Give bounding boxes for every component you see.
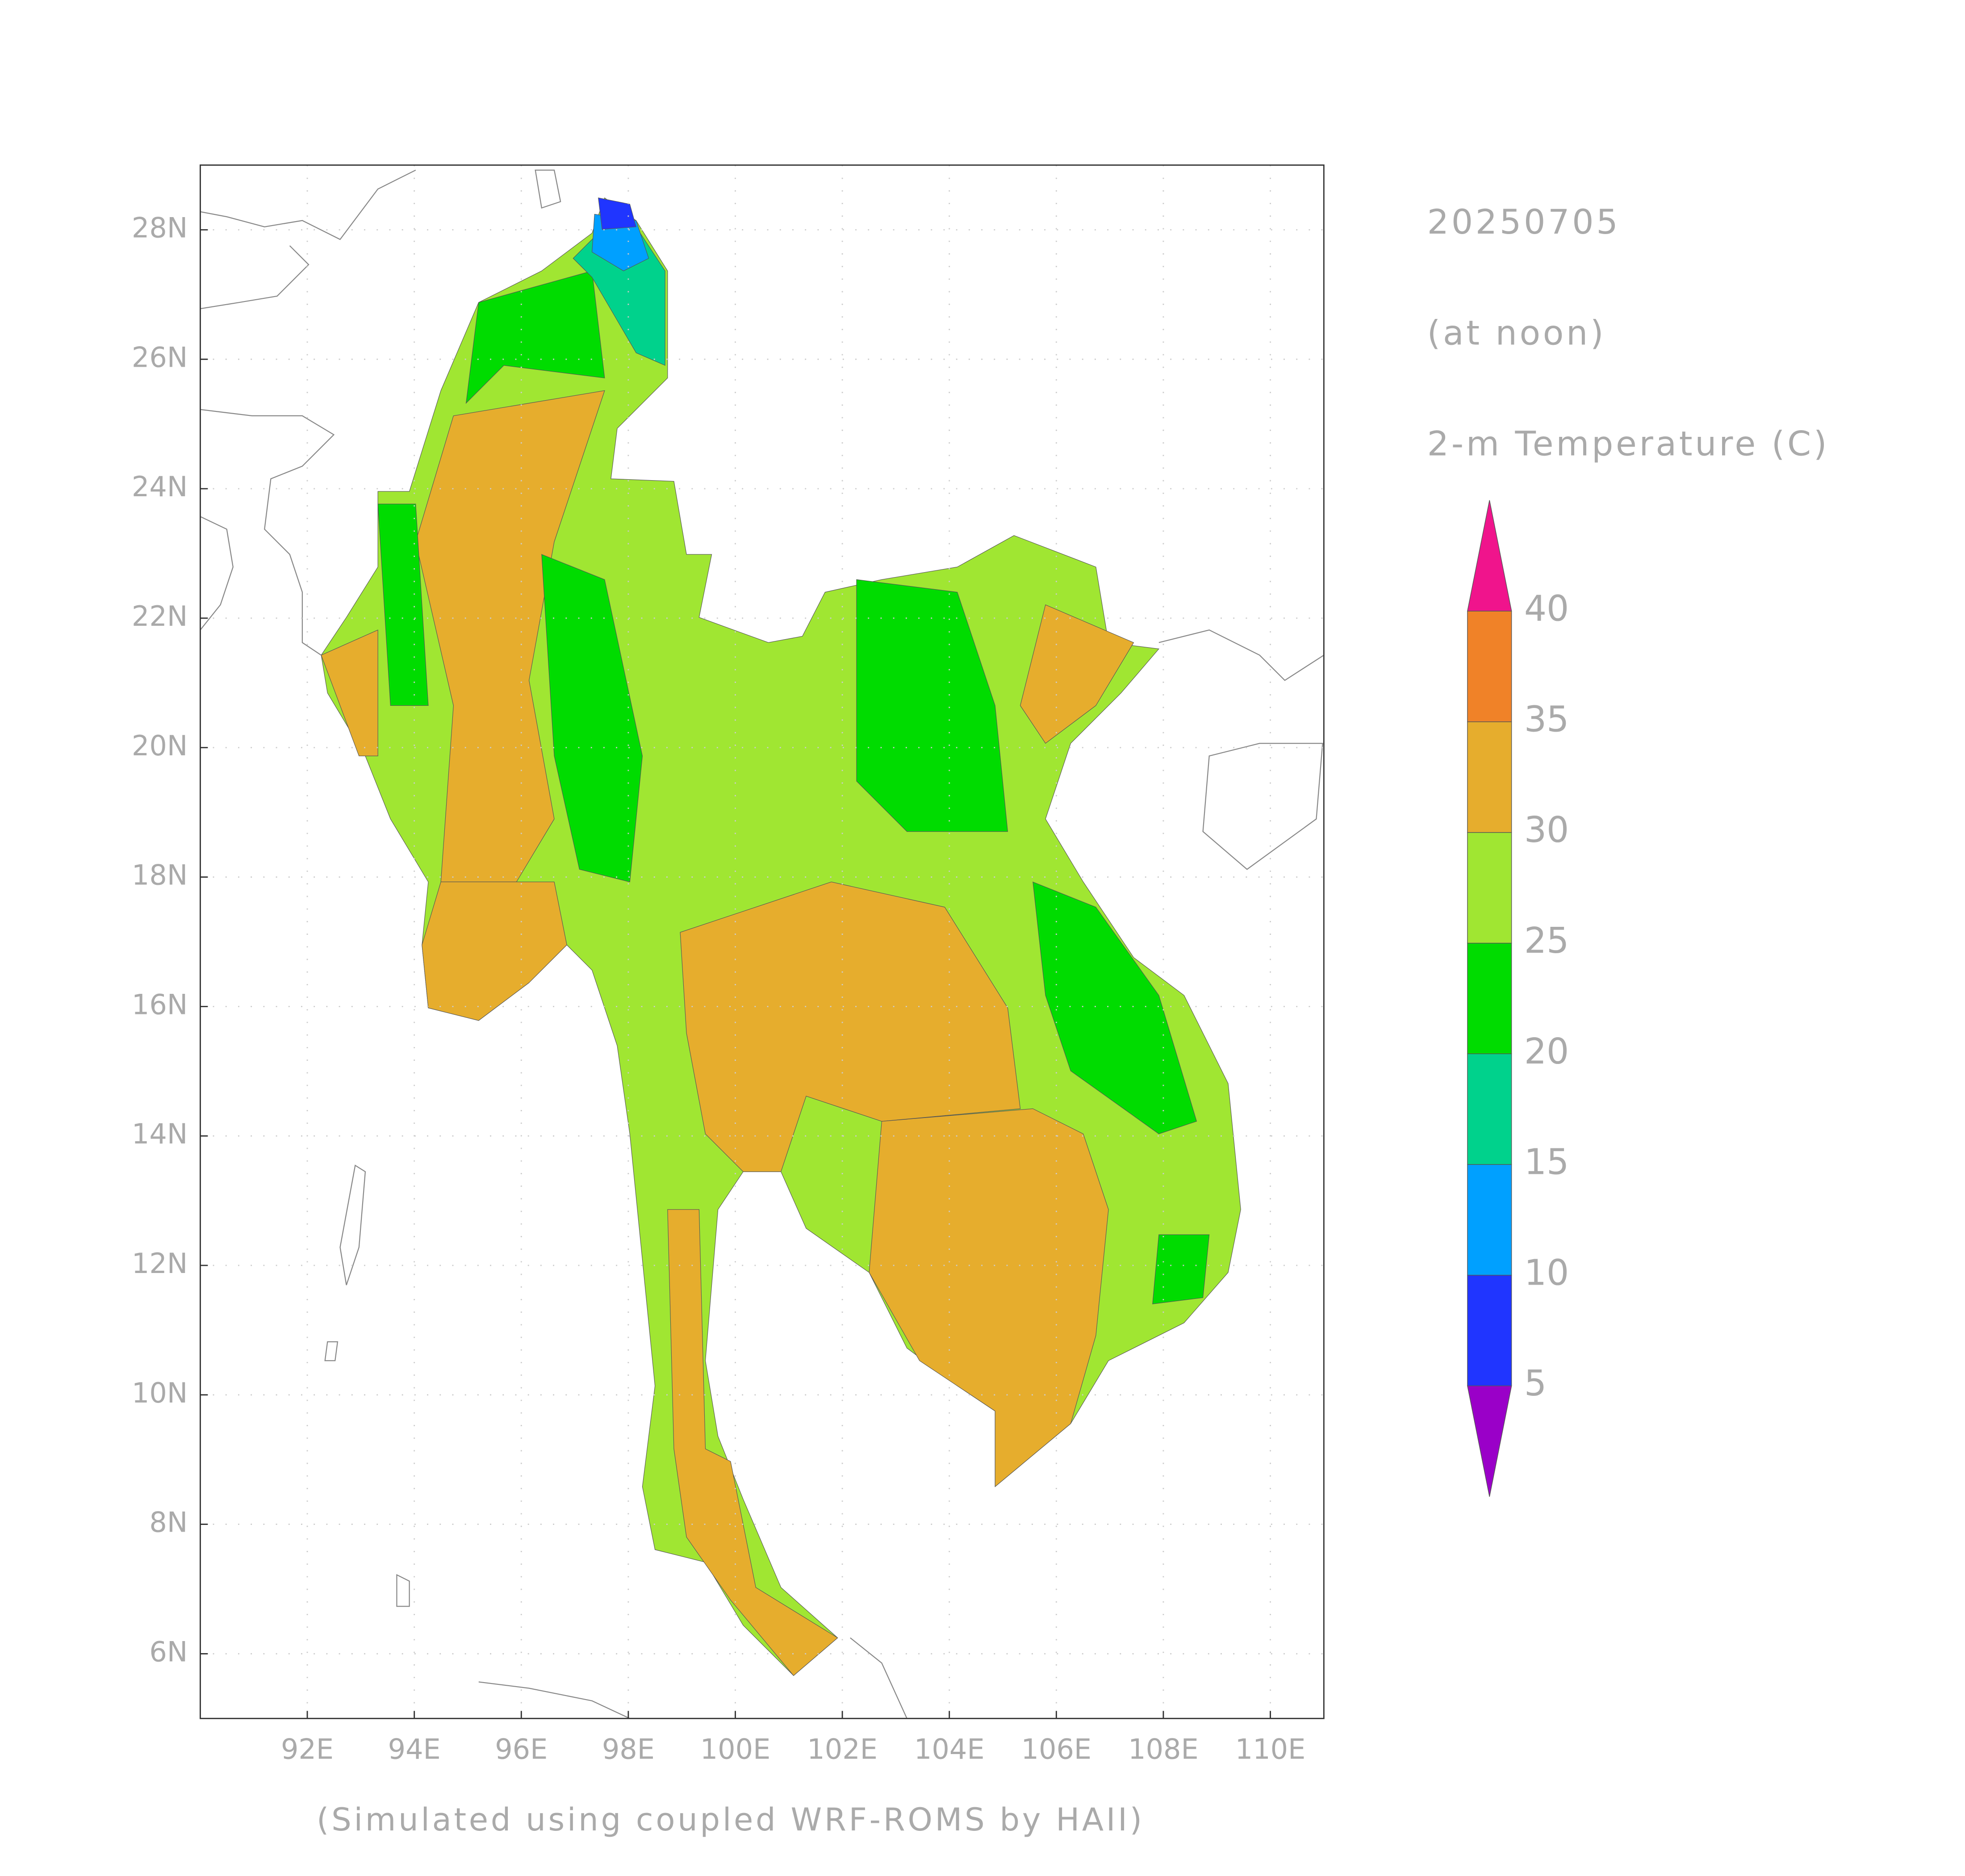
colorbar-label: 20 (1524, 1031, 1569, 1072)
temperature-region (680, 881, 1021, 1172)
axes: 92E 94E 96E 98E 100E 102E 104E 106E 108E 110E 6N 8N… (132, 212, 1305, 1766)
y-tick-label: 10N (132, 1377, 188, 1409)
y-tick-label: 8N (149, 1506, 188, 1539)
land (321, 197, 1241, 1676)
coastline (200, 245, 309, 310)
y-tick-label: 18N (132, 859, 188, 892)
y-tick-label: 20N (132, 729, 188, 762)
colorbar-label: 35 (1524, 699, 1569, 740)
date-label: 20250705 (1427, 202, 1621, 242)
colorbar-segment (1467, 611, 1512, 722)
footnote: (Simulated using coupled WRF-ROMS by HAI… (317, 1801, 1145, 1838)
temperature-region (415, 390, 605, 883)
y-tick-label: 16N (132, 988, 188, 1021)
y-tick-label: 14N (132, 1118, 188, 1150)
x-tick-label: 104E (914, 1733, 985, 1766)
temperature-region (598, 197, 637, 230)
colorbar-label: 40 (1524, 588, 1569, 629)
y-tick-label: 22N (132, 600, 188, 632)
coastlines (200, 169, 1324, 1719)
colorbar: 5 10 15 20 25 30 35 40 (1467, 500, 1569, 1497)
x-tick-label: 98E (602, 1733, 655, 1766)
x-tick-label: 94E (388, 1733, 441, 1766)
temperature-region (465, 270, 605, 404)
island (1202, 743, 1323, 870)
island (324, 1341, 339, 1361)
temperature-region (377, 503, 429, 706)
colorbar-segment (1467, 1275, 1512, 1386)
temperature-region (1152, 1234, 1210, 1305)
y-tick-label: 26N (132, 341, 188, 373)
coastline (200, 516, 234, 631)
temperature-region (667, 1209, 838, 1676)
colorbar-segment (1467, 942, 1512, 1054)
island (339, 1164, 366, 1286)
temperature-region (541, 554, 643, 883)
island (535, 169, 561, 209)
y-tick-label: 6N (149, 1635, 188, 1668)
colorbar-label: 5 (1524, 1363, 1547, 1404)
colorbar-label: 25 (1524, 920, 1569, 961)
map-frame (200, 164, 1325, 1719)
colorbar-segment (1467, 1053, 1512, 1165)
colorbar-segment (1467, 832, 1512, 944)
x-tick-label: 100E (700, 1733, 771, 1766)
temperature-region (856, 579, 1008, 832)
x-tick-label: 110E (1235, 1733, 1306, 1766)
coastline (200, 169, 416, 240)
time-label: (at noon) (1427, 313, 1606, 352)
y-tick-label: 28N (132, 212, 188, 244)
x-tick-label: 106E (1021, 1733, 1092, 1766)
coastline (850, 1637, 907, 1719)
temperature-region (1020, 604, 1134, 744)
colorbar-extend-low (1467, 1385, 1512, 1497)
colorbar-extend-high (1467, 500, 1512, 611)
temperature-region (422, 881, 567, 1021)
temperature-region (869, 1108, 1109, 1487)
coastline (1158, 629, 1324, 681)
colorbar-label: 30 (1524, 809, 1569, 850)
y-tick-label: 12N (132, 1247, 188, 1280)
coastline (200, 409, 335, 656)
colorbar-segment (1467, 1164, 1512, 1276)
temperature-region (1033, 881, 1197, 1135)
x-tick-label: 96E (495, 1733, 548, 1766)
colorbar-label: 15 (1524, 1142, 1569, 1183)
y-tick-label: 24N (132, 470, 188, 503)
x-tick-label: 92E (281, 1733, 334, 1766)
variable-label: 2-m Temperature (C) (1427, 424, 1830, 464)
temperature-region (321, 629, 378, 757)
x-tick-label: 102E (807, 1733, 878, 1766)
coastline (478, 1681, 630, 1719)
x-tick-label: 108E (1128, 1733, 1199, 1766)
island (396, 1574, 410, 1607)
colorbar-label: 10 (1524, 1252, 1569, 1293)
colorbar-segment (1467, 721, 1512, 833)
